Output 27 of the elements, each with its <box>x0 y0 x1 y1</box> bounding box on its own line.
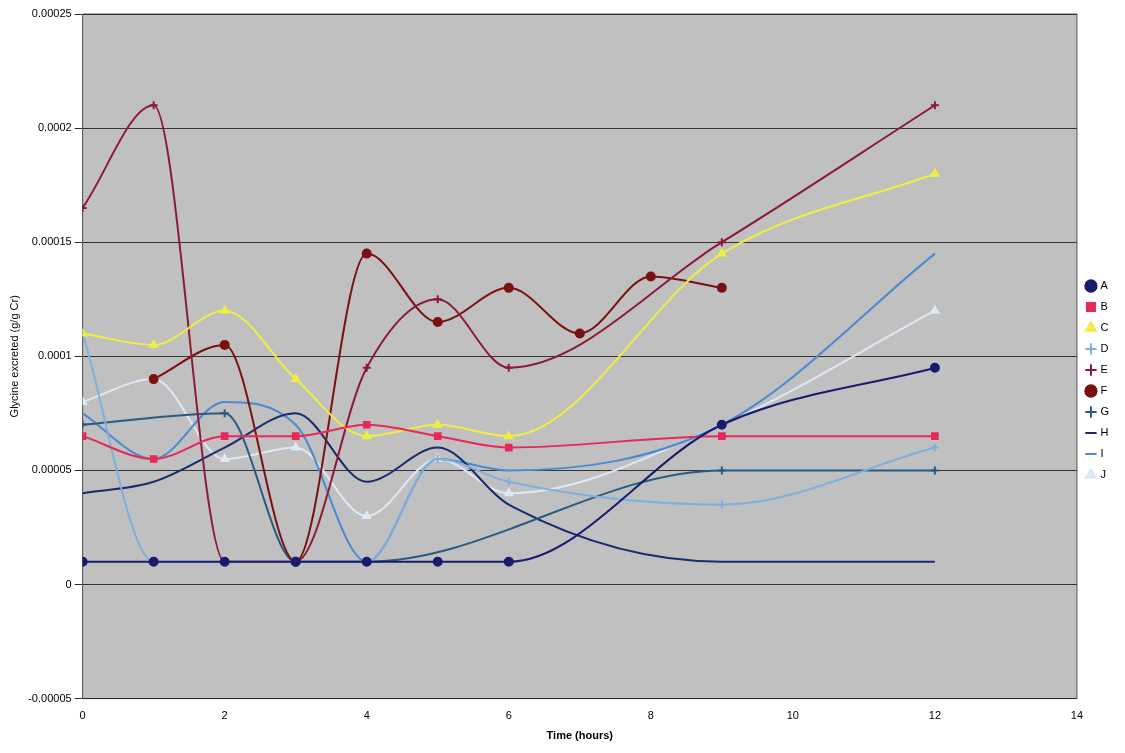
x-tick-label: 8 <box>647 709 654 722</box>
x-axis-title: Time (hours) <box>546 729 614 742</box>
x-tick-label: 0 <box>79 709 86 722</box>
legend-label: C <box>1100 321 1109 334</box>
x-tick-label: 4 <box>363 709 370 722</box>
y-tick-label: 0.0001 <box>37 349 72 362</box>
x-tick-label: 10 <box>786 709 799 722</box>
y-tick-label: 0.0002 <box>37 121 72 134</box>
y-tick-label: 0.00005 <box>31 463 72 476</box>
y-tick-label: 0.00025 <box>31 7 72 20</box>
legend-label: J <box>1100 468 1106 481</box>
legend-label: G <box>1100 405 1110 418</box>
y-tick-label: 0 <box>65 577 72 590</box>
legend-label: D <box>1100 342 1109 355</box>
legend-label: H <box>1100 426 1109 439</box>
legend-label: I <box>1100 447 1104 460</box>
y-axis-title: Glycine excreted (g/g Cr) <box>7 295 20 418</box>
x-tick-label: 6 <box>505 709 512 722</box>
legend-label: B <box>1100 300 1108 313</box>
legend-label: E <box>1100 363 1108 376</box>
y-tick-label: -0.00005 <box>28 691 72 704</box>
legend-label: A <box>1100 279 1109 292</box>
x-tick-label: 14 <box>1070 709 1084 722</box>
x-tick-label: 2 <box>221 709 228 722</box>
x-tick-label: 12 <box>928 709 942 722</box>
y-tick-label: 0.00015 <box>31 235 72 248</box>
legend-label: F <box>1100 384 1108 397</box>
